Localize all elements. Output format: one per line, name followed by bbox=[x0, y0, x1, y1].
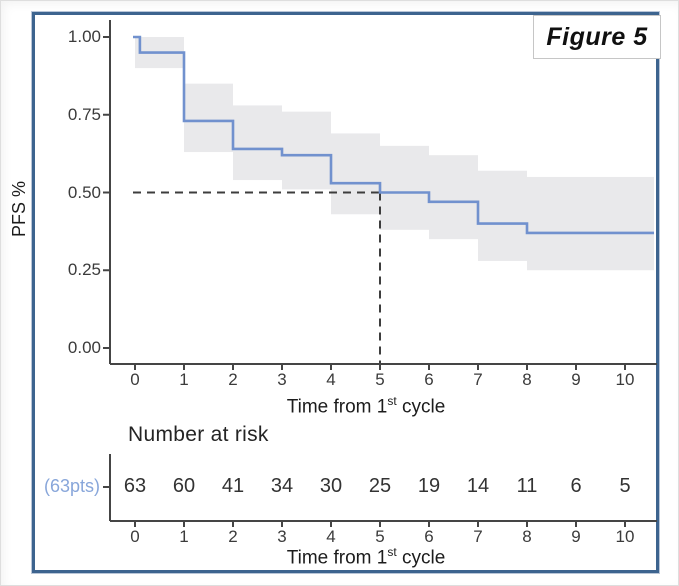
risk-count-value: 25 bbox=[368, 475, 392, 497]
figure-frame bbox=[32, 12, 659, 573]
risk-x-tick-label: 8 bbox=[522, 527, 532, 546]
risk-x-tick-label: 2 bbox=[228, 527, 238, 546]
x-tick-label: 2 bbox=[228, 370, 238, 389]
x-tick-label: 5 bbox=[375, 370, 385, 389]
risk-x-tick-label: 5 bbox=[375, 527, 385, 546]
confidence-band-segment bbox=[429, 155, 478, 240]
x-tick-label: 6 bbox=[424, 370, 434, 389]
risk-x-tick-label: 4 bbox=[326, 527, 336, 546]
risk-x-axis-title-superscript: st bbox=[387, 545, 397, 559]
risk-x-axis-title: Time from 1st cycle bbox=[216, 545, 516, 569]
confidence-band-segment bbox=[380, 145, 429, 230]
risk-count-value: 41 bbox=[221, 475, 245, 497]
risk-count-value: 11 bbox=[516, 475, 538, 497]
km-curve bbox=[133, 35, 654, 235]
figure-label: Figure 5 bbox=[546, 22, 648, 51]
risk-count-value: 63 bbox=[123, 475, 147, 497]
x-axis-title-superscript: st bbox=[387, 394, 397, 408]
confidence-band-segment bbox=[478, 170, 527, 261]
x-axis-title-rest: cycle bbox=[396, 396, 446, 418]
x-tick-label: 1 bbox=[179, 370, 189, 389]
x-axis-title: Time from 1st cycle bbox=[216, 394, 516, 418]
risk-x-tick-label: 9 bbox=[571, 527, 581, 546]
x-tick-label: 4 bbox=[326, 370, 336, 389]
confidence-band-segment bbox=[282, 111, 331, 190]
y-tick-label: 1.00 bbox=[67, 27, 101, 46]
confidence-band-segment bbox=[184, 83, 233, 153]
confidence-band-segment bbox=[233, 105, 282, 181]
x-tick-label: 0 bbox=[130, 370, 140, 389]
x-axis-title-text: Time from 1 bbox=[286, 396, 388, 418]
risk-count-value: 19 bbox=[417, 475, 441, 497]
x-tick-label: 9 bbox=[571, 370, 581, 389]
risk-count-value: 14 bbox=[466, 475, 490, 497]
x-tick-label: 10 bbox=[615, 370, 635, 389]
confidence-band-segment bbox=[527, 176, 654, 271]
y-tick-label: 0.25 bbox=[67, 260, 101, 280]
x-tick-label: 7 bbox=[473, 370, 483, 389]
risk-x-tick-label: 6 bbox=[424, 527, 434, 546]
risk-x-tick-label: 0 bbox=[130, 527, 140, 546]
figure-label-box: Figure 5 bbox=[533, 15, 661, 59]
x-tick-label: 3 bbox=[277, 370, 287, 389]
risk-x-axis-title-rest: cycle bbox=[396, 547, 446, 569]
risk-group-label: (63pts) bbox=[43, 476, 100, 496]
risk-count-value: 60 bbox=[172, 475, 196, 497]
y-axis-title: PFS % bbox=[9, 181, 29, 238]
risk-x-tick-label: 7 bbox=[473, 527, 483, 546]
risk-x-tick-label: 3 bbox=[277, 527, 287, 546]
risk-x-tick-label: 1 bbox=[179, 527, 189, 546]
y-tick-label: 0.75 bbox=[67, 104, 101, 124]
risk-count-value: 6 bbox=[570, 475, 582, 497]
risk-x-tick-label: 10 bbox=[615, 527, 635, 546]
x-tick-label: 8 bbox=[522, 370, 532, 389]
y-tick-label: 0.50 bbox=[67, 182, 101, 202]
risk-count-value: 30 bbox=[319, 475, 343, 497]
risk-table-title: Number at risk bbox=[128, 423, 269, 446]
risk-count-value: 34 bbox=[270, 475, 294, 497]
risk-x-axis-title-text: Time from 1 bbox=[286, 547, 388, 569]
y-tick-label: 0.00 bbox=[67, 338, 101, 357]
risk-count-value: 5 bbox=[619, 475, 631, 497]
confidence-band-segment bbox=[331, 133, 380, 215]
